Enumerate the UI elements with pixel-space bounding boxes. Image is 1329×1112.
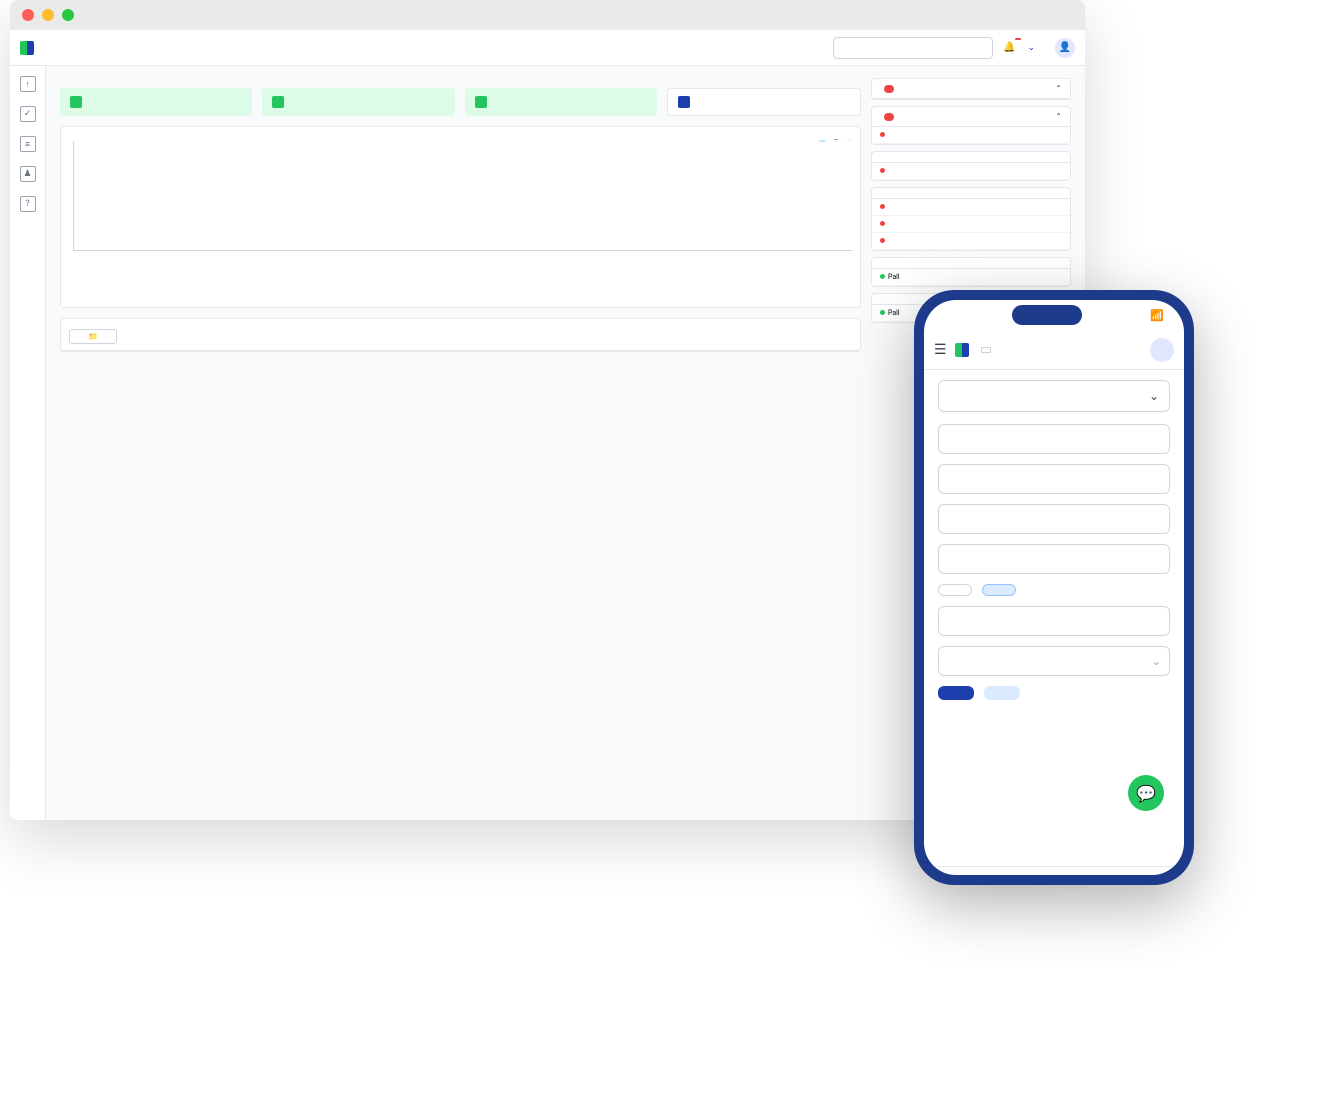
process-donut [620, 720, 920, 1020]
phone-avatar[interactable] [1150, 338, 1174, 362]
phone-header: ☰ [924, 330, 1184, 370]
reportedby-input[interactable] [938, 606, 1170, 636]
quick-actions [60, 88, 861, 116]
pallia-panel-1: Pall [871, 257, 1071, 287]
cancel-button[interactable] [984, 686, 1020, 700]
document-icon [272, 96, 284, 108]
pi-proc-panel [871, 187, 1071, 251]
phone-form: ⌄ ⌄ 💬 [924, 370, 1184, 866]
agency-selector[interactable]: ⌄ [1027, 43, 1035, 53]
minimize-icon[interactable] [42, 9, 54, 21]
submit-button[interactable] [938, 686, 974, 700]
phone-mockup: 📶 ☰ ⌄ ⌄ 💬 [914, 290, 1194, 885]
incident-reports-panel: 📁 [60, 318, 861, 352]
close-icon[interactable] [22, 9, 34, 21]
document-icon [70, 96, 82, 108]
pi-mes-panel [871, 151, 1071, 181]
chevron-up-icon[interactable]: ⌃ [1055, 84, 1062, 93]
dynamic-island [1012, 305, 1082, 325]
phone-logo [955, 343, 973, 357]
year-selector[interactable]: 📁 [69, 329, 117, 344]
soc-input[interactable] [938, 504, 1170, 534]
sidebar-check-icon[interactable]: ✓ [20, 106, 36, 122]
add-user-button[interactable] [667, 88, 861, 116]
maximize-icon[interactable] [62, 9, 74, 21]
logo[interactable] [20, 41, 38, 55]
search-input[interactable] [833, 37, 993, 59]
menu-icon[interactable]: ☰ [934, 342, 947, 358]
mr-input[interactable] [938, 424, 1170, 454]
chat-fab[interactable]: 💬 [1128, 775, 1164, 811]
titlebar [10, 0, 1085, 30]
app-bar: 🔔 ⌄ 👤 [10, 30, 1085, 66]
drills-panel: ⌃ [871, 106, 1071, 145]
report-fall-button[interactable] [60, 88, 252, 116]
document-icon [475, 96, 487, 108]
inservices-panel: ⌃ [871, 78, 1071, 100]
sidebar-help-icon[interactable]: ? [20, 196, 36, 212]
avatar[interactable]: 👤 [1055, 38, 1075, 58]
phone-section [981, 347, 991, 353]
sidebar-user-icon[interactable]: ♟ [20, 166, 36, 182]
report-infection-button[interactable] [262, 88, 454, 116]
notif-badge [1015, 38, 1021, 40]
phone-url [924, 866, 1184, 875]
other-reports-button[interactable] [465, 88, 657, 116]
infection-select[interactable]: ⌄ [938, 380, 1170, 412]
sidebar-list-icon[interactable]: ≡ [20, 136, 36, 152]
diagnosis-input[interactable] [938, 544, 1170, 574]
phone-statusbar: 📶 [924, 300, 1184, 330]
pareto-panel: ▬ — ⋯ [60, 126, 861, 308]
chevron-down-icon: ⌄ [1149, 389, 1159, 403]
notifications-button[interactable]: 🔔 [1003, 42, 1015, 53]
infection-type-select[interactable]: ⌄ [938, 646, 1170, 676]
sidebar-upload-icon[interactable]: ↑ [20, 76, 36, 92]
logo-icon [20, 41, 34, 55]
user-plus-icon [678, 96, 690, 108]
yes-button[interactable] [938, 584, 972, 596]
pareto-chart: ▬ — ⋯ [69, 141, 852, 251]
sidebar: ↑ ✓ ≡ ♟ ? [10, 66, 46, 820]
no-button[interactable] [982, 584, 1016, 596]
chevron-up-icon[interactable]: ⌃ [1055, 112, 1062, 121]
reported-input[interactable] [938, 464, 1170, 494]
